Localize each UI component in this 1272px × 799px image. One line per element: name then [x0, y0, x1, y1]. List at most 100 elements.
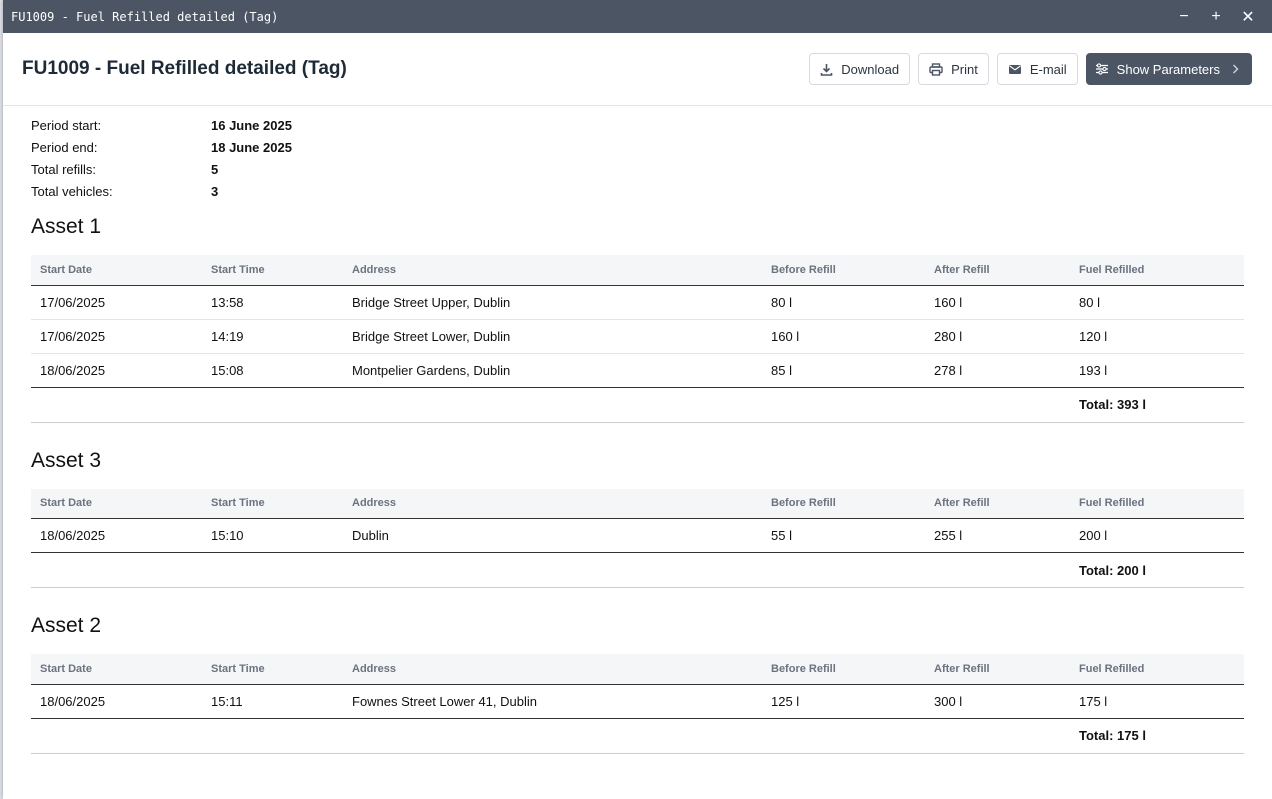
column-header: Address — [343, 654, 762, 685]
start-date-cell: 17/06/2025 — [31, 319, 202, 354]
column-header: After Refill — [925, 255, 1070, 286]
total-spacer — [31, 552, 1070, 588]
column-header: Address — [343, 255, 762, 286]
asset-title: Asset 2 — [31, 614, 102, 637]
total-refills-value: 5 — [211, 162, 219, 177]
fuel-refilled-cell: 193 l — [1070, 353, 1244, 388]
table-row: 18/06/2025 15:08 Montpelier Gardens, Dub… — [31, 353, 1244, 388]
printer-icon — [929, 62, 943, 76]
table-row: 17/06/2025 14:19 Bridge Street Lower, Du… — [31, 319, 1244, 354]
window-title: FU1009 - Fuel Refilled detailed (Tag) — [11, 9, 279, 24]
column-header: After Refill — [925, 488, 1070, 519]
table-row: 18/06/2025 15:10 Dublin 55 l 255 l 200 l — [31, 518, 1244, 553]
fuel-refilled-cell: 80 l — [1070, 285, 1244, 320]
before-refill-cell: 85 l — [762, 353, 925, 388]
maximize-button[interactable]: + — [1211, 7, 1221, 25]
table-row: 17/06/2025 13:58 Bridge Street Upper, Du… — [31, 285, 1244, 320]
before-refill-cell: 160 l — [762, 319, 925, 354]
column-header: Before Refill — [762, 255, 925, 286]
column-header: Start Time — [202, 654, 343, 685]
report-content: Period start: 16 June 2025 Period end: 1… — [3, 106, 1272, 754]
table-total-row: Total: 393 l — [31, 387, 1244, 423]
table-total-row: Total: 175 l — [31, 718, 1244, 754]
minimize-button[interactable]: − — [1179, 7, 1189, 25]
total-spacer — [31, 718, 1070, 754]
email-button[interactable]: E-mail — [996, 53, 1078, 85]
start-time-cell: 15:11 — [202, 684, 343, 719]
report-window: FU1009 - Fuel Refilled detailed (Tag) − … — [3, 0, 1272, 799]
print-button[interactable]: Print — [918, 53, 989, 85]
report-header: FU1009 - Fuel Refilled detailed (Tag) Do… — [3, 33, 1272, 106]
total-vehicles-value: 3 — [211, 184, 219, 199]
sliders-icon — [1095, 63, 1108, 75]
total-cell: Total: 175 l — [1070, 718, 1244, 754]
total-spacer — [31, 387, 1070, 423]
total-cell: Total: 393 l — [1070, 387, 1244, 423]
after-refill-cell: 160 l — [925, 285, 1070, 320]
start-date-cell: 18/06/2025 — [31, 518, 202, 553]
email-label: E-mail — [1029, 61, 1067, 77]
after-refill-cell: 278 l — [925, 353, 1070, 388]
total-cell: Total: 200 l — [1070, 552, 1244, 588]
asset-section: Asset 1 Start Date Start Time Address Be… — [31, 215, 1244, 423]
before-refill-cell: 80 l — [762, 285, 925, 320]
show-parameters-label: Show Parameters — [1116, 61, 1220, 77]
table-row: 18/06/2025 15:11 Fownes Street Lower 41,… — [31, 684, 1244, 719]
chevron-right-icon — [1232, 64, 1239, 74]
before-refill-cell: 125 l — [762, 684, 925, 719]
refill-table: Start Date Start Time Address Before Ref… — [31, 255, 1244, 423]
period-start-label: Period start: — [31, 118, 102, 133]
start-time-cell: 13:58 — [202, 285, 343, 320]
address-cell: Bridge Street Upper, Dublin — [343, 285, 762, 320]
column-header: Start Time — [202, 488, 343, 519]
column-header: Start Date — [31, 488, 202, 519]
column-header: Fuel Refilled — [1070, 654, 1244, 685]
fuel-refilled-cell: 175 l — [1070, 684, 1244, 719]
download-button[interactable]: Download — [809, 53, 911, 85]
report-summary: Period start: 16 June 2025 Period end: 1… — [31, 118, 1244, 199]
address-cell: Fownes Street Lower 41, Dublin — [343, 684, 762, 719]
refill-table: Start Date Start Time Address Before Ref… — [31, 488, 1244, 588]
start-time-cell: 15:08 — [202, 353, 343, 388]
table-total-row: Total: 200 l — [31, 552, 1244, 588]
column-header: Address — [343, 488, 762, 519]
asset-section: Asset 3 Start Date Start Time Address Be… — [31, 448, 1244, 588]
after-refill-cell: 255 l — [925, 518, 1070, 553]
column-header: After Refill — [925, 654, 1070, 685]
period-start-value: 16 June 2025 — [211, 118, 292, 133]
column-header: Fuel Refilled — [1070, 255, 1244, 286]
asset-title: Asset 1 — [31, 215, 102, 238]
before-refill-cell: 55 l — [762, 518, 925, 553]
refill-table: Start Date Start Time Address Before Ref… — [31, 654, 1244, 754]
period-end-value: 18 June 2025 — [211, 140, 292, 155]
download-icon — [820, 63, 833, 76]
period-end-label: Period end: — [31, 140, 98, 155]
asset-title: Asset 3 — [31, 448, 102, 472]
start-time-cell: 15:10 — [202, 518, 343, 553]
start-date-cell: 18/06/2025 — [31, 353, 202, 388]
column-header: Before Refill — [762, 654, 925, 685]
column-header: Start Time — [202, 255, 343, 286]
close-button[interactable]: ✕ — [1241, 8, 1255, 26]
after-refill-cell: 280 l — [925, 319, 1070, 354]
total-refills-label: Total refills: — [31, 162, 97, 177]
show-parameters-button[interactable]: Show Parameters — [1085, 53, 1252, 85]
address-cell: Dublin — [343, 518, 762, 553]
fuel-refilled-cell: 120 l — [1070, 319, 1244, 354]
start-date-cell: 18/06/2025 — [31, 684, 202, 719]
window-titlebar[interactable]: FU1009 - Fuel Refilled detailed (Tag) − … — [3, 0, 1272, 33]
envelope-icon — [1008, 64, 1021, 74]
total-vehicles-label: Total vehicles: — [31, 184, 113, 199]
download-label: Download — [841, 61, 900, 77]
address-cell: Montpelier Gardens, Dublin — [343, 353, 762, 388]
print-label: Print — [951, 61, 978, 77]
fuel-refilled-cell: 200 l — [1070, 518, 1244, 553]
address-cell: Bridge Street Lower, Dublin — [343, 319, 762, 354]
asset-section: Asset 2 Start Date Start Time Address Be… — [31, 614, 1244, 754]
table-header-row: Start Date Start Time Address Before Ref… — [31, 255, 1244, 286]
column-header: Before Refill — [762, 488, 925, 519]
column-header: Fuel Refilled — [1070, 488, 1244, 519]
start-time-cell: 14:19 — [202, 319, 343, 354]
table-header-row: Start Date Start Time Address Before Ref… — [31, 654, 1244, 685]
column-header: Start Date — [31, 654, 202, 685]
